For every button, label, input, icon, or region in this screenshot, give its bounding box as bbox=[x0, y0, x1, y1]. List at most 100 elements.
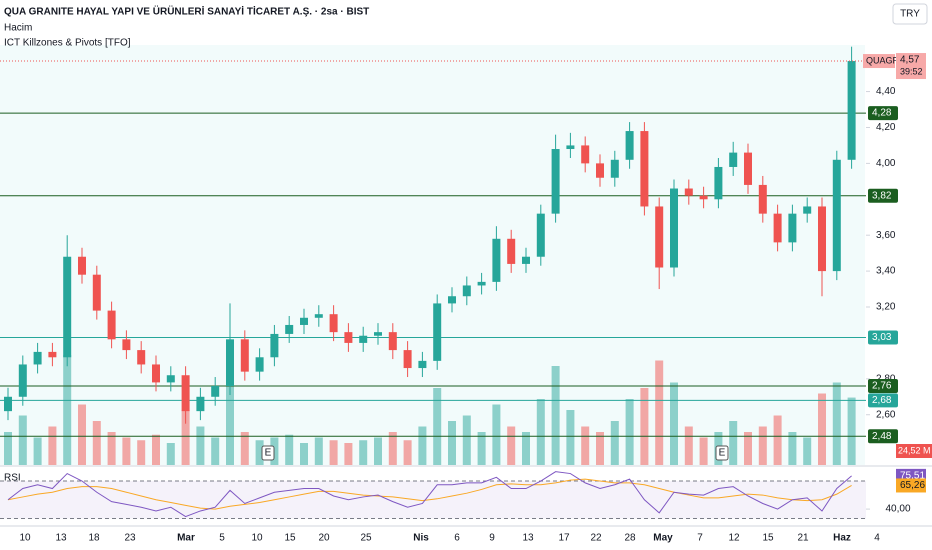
candle-body bbox=[596, 163, 604, 178]
x-tick-label: 17 bbox=[558, 533, 570, 544]
volume-bar bbox=[596, 432, 604, 465]
level-label-bg bbox=[868, 429, 898, 444]
candle-body bbox=[285, 324, 294, 334]
x-tick-label: 15 bbox=[284, 533, 296, 544]
y-tick-label: 2,60 bbox=[876, 409, 896, 420]
candle-body bbox=[699, 195, 708, 200]
volume-bar bbox=[181, 410, 190, 465]
indicator-name: Hacim bbox=[4, 23, 32, 34]
volume-bar bbox=[374, 437, 382, 465]
candle-body bbox=[625, 131, 634, 160]
volume-bar bbox=[4, 432, 12, 465]
x-tick-label: 7 bbox=[697, 533, 703, 544]
candle-body bbox=[314, 314, 323, 318]
volume-bar bbox=[788, 432, 797, 465]
candle-body bbox=[610, 159, 619, 178]
y-tick-label: 4,00 bbox=[876, 158, 896, 169]
candle-body bbox=[507, 238, 516, 264]
volume-bar bbox=[477, 432, 486, 465]
x-tick-label: 15 bbox=[762, 533, 774, 544]
volume-bar bbox=[492, 404, 501, 465]
level-label-bg bbox=[868, 106, 898, 121]
candle-body bbox=[729, 152, 738, 167]
candle-body bbox=[832, 159, 841, 272]
x-tick-label: 10 bbox=[19, 533, 31, 544]
volume-bar bbox=[314, 437, 323, 465]
candle-body bbox=[433, 303, 442, 361]
volume-bar bbox=[522, 432, 530, 465]
rsi-ma-bg bbox=[896, 478, 926, 493]
candle-body bbox=[270, 333, 279, 358]
x-tick-label: 23 bbox=[124, 533, 136, 544]
volume-bar bbox=[773, 415, 782, 465]
x-tick-label: 21 bbox=[797, 533, 809, 544]
volume-bar bbox=[255, 440, 264, 465]
volume-bar bbox=[122, 437, 131, 465]
rsi-ma-value: 65,26 bbox=[900, 480, 925, 491]
volume-bar bbox=[196, 426, 205, 465]
candle-body bbox=[818, 206, 826, 272]
rsi-title: RSI bbox=[4, 473, 21, 484]
currency[interactable]: TRY bbox=[900, 9, 920, 20]
candle-body bbox=[640, 131, 649, 207]
x-tick-label: 13 bbox=[55, 533, 67, 544]
y-tick-label: 3,40 bbox=[876, 266, 896, 277]
candle-body bbox=[211, 386, 220, 397]
symbol-label: QUAGR bbox=[866, 55, 900, 65]
x-tick-label: Mar bbox=[177, 533, 195, 544]
volume-bar bbox=[640, 388, 649, 465]
candle-body bbox=[714, 166, 723, 200]
volume-bar bbox=[137, 440, 146, 465]
x-tick-label: May bbox=[653, 533, 673, 544]
volume-label: 24,52 M bbox=[898, 445, 931, 455]
candle-body bbox=[4, 396, 12, 412]
x-tick-label: 10 bbox=[251, 533, 263, 544]
candle-body bbox=[847, 61, 856, 160]
volume-bar bbox=[33, 437, 42, 465]
volume-bar bbox=[625, 399, 634, 465]
volume-bar bbox=[240, 432, 249, 465]
level-label-bg bbox=[868, 379, 898, 394]
x-tick-label: 6 bbox=[454, 533, 460, 544]
rsi-value: 75,51 bbox=[900, 471, 925, 482]
candle-body bbox=[418, 360, 427, 369]
candle-body bbox=[18, 364, 27, 397]
volume-bar bbox=[92, 421, 101, 465]
volume-bar bbox=[847, 397, 856, 465]
candle-body bbox=[181, 375, 190, 412]
candle-body bbox=[329, 314, 338, 333]
candle-body bbox=[788, 213, 797, 243]
earnings-label: E bbox=[719, 448, 726, 459]
currency-button[interactable] bbox=[892, 3, 928, 25]
volume-bar bbox=[418, 426, 427, 465]
volume-bar bbox=[566, 410, 575, 465]
candle-body bbox=[255, 357, 264, 372]
volume-bar bbox=[300, 443, 308, 465]
volume-bar bbox=[832, 382, 841, 465]
volume-bar bbox=[536, 399, 545, 465]
candle-body bbox=[448, 296, 456, 304]
volume-bar bbox=[551, 366, 560, 465]
candle-body bbox=[374, 332, 382, 336]
volume-bar bbox=[507, 426, 516, 465]
volume-bar bbox=[18, 415, 27, 465]
y-tick-label: 4,20 bbox=[876, 122, 896, 133]
volume-label-bg bbox=[896, 444, 932, 458]
price-label-bg bbox=[896, 53, 926, 80]
level-label-bg bbox=[868, 188, 898, 203]
volume-bar bbox=[729, 421, 738, 465]
y-tick-label: 2,80 bbox=[876, 373, 896, 384]
volume-bar bbox=[448, 421, 456, 465]
volume-bar bbox=[818, 393, 826, 465]
x-tick-label: Haz bbox=[833, 533, 851, 544]
volume-bar bbox=[581, 426, 590, 465]
candle-body bbox=[403, 350, 412, 369]
candle-body bbox=[137, 350, 146, 365]
x-tick-label: 25 bbox=[360, 533, 372, 544]
candle-body bbox=[477, 281, 486, 286]
volume-bar bbox=[655, 360, 664, 465]
x-tick-label: 5 bbox=[219, 533, 225, 544]
candle-body bbox=[388, 332, 397, 351]
candle-body bbox=[78, 256, 86, 275]
volume-bar bbox=[403, 440, 412, 465]
